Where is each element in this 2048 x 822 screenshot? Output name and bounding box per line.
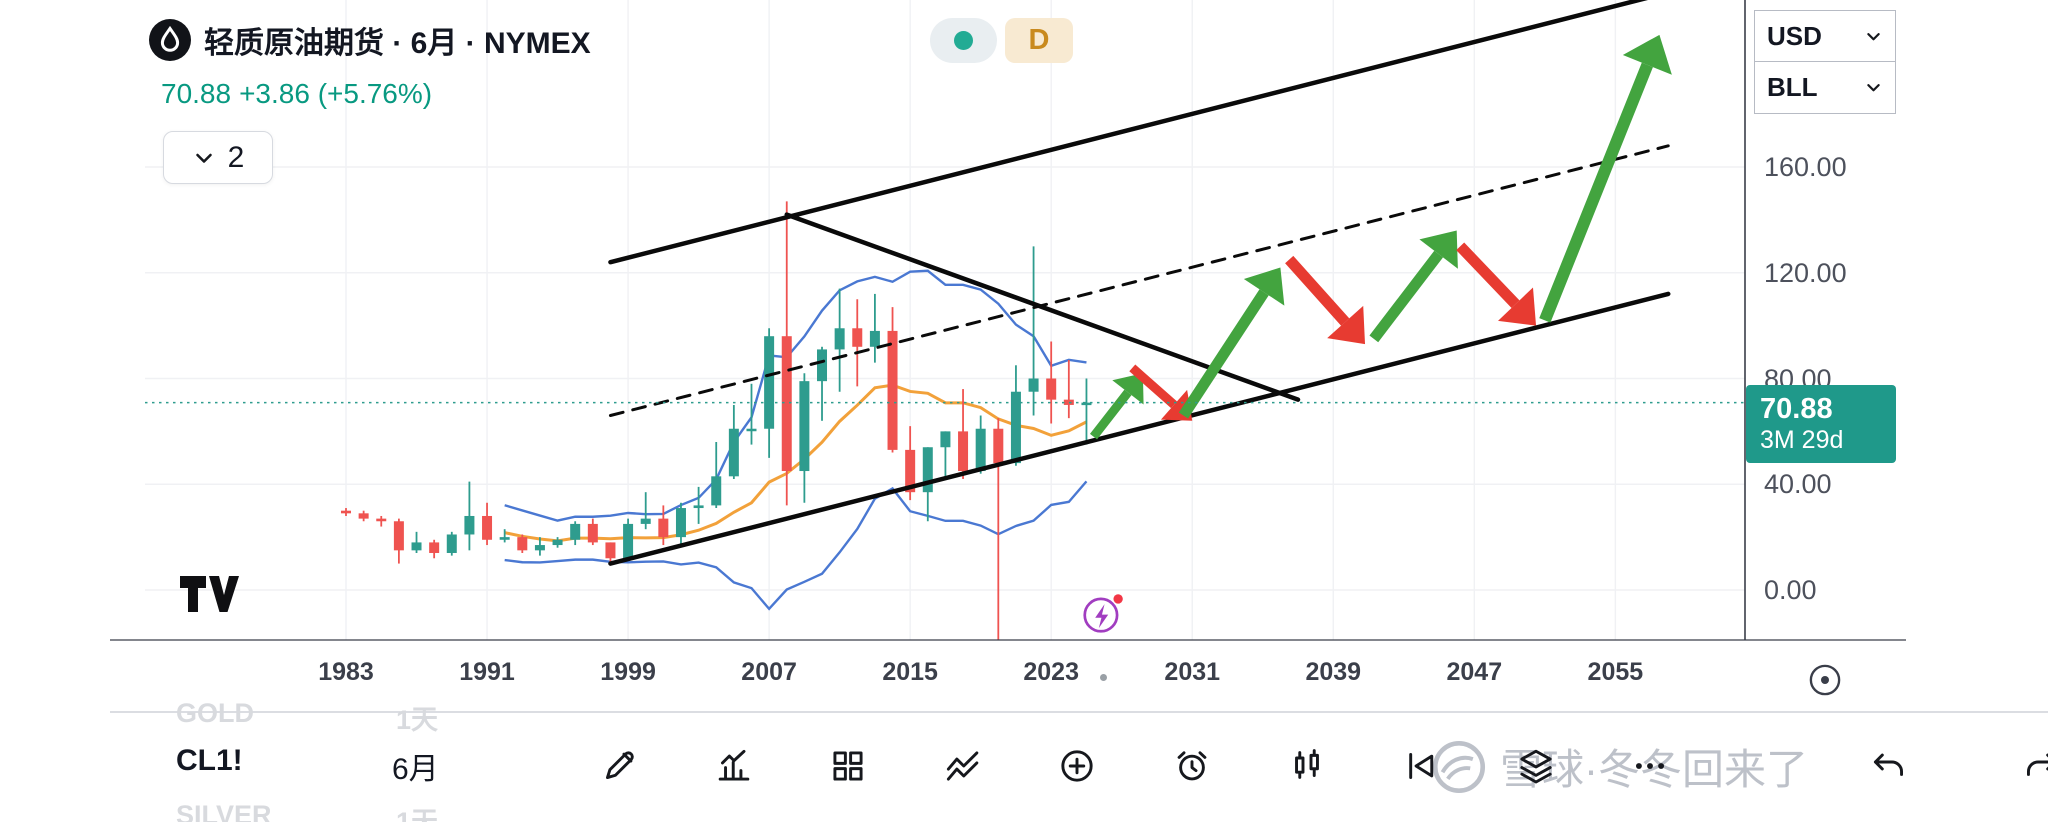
time-axis-label: 2047 [1446, 658, 1503, 686]
currency-dropdown[interactable]: USD [1754, 10, 1896, 62]
xueqiu-watermark: 雪球·冬冬回来了 [1430, 736, 1808, 797]
market-open-dot [954, 31, 973, 50]
time-axis-label: 2007 [741, 658, 797, 686]
trend-arrow-head [1327, 305, 1366, 345]
status-badge-group: D [930, 18, 1073, 63]
watchlist-symbol: GOLD [176, 698, 254, 728]
trend-arrow-head [1243, 267, 1285, 306]
time-axis-dot [1100, 674, 1107, 681]
time-axis-label: 1983 [318, 658, 374, 686]
trend-arrow[interactable] [1089, 389, 1132, 440]
toolbar-add-icon[interactable] [1049, 738, 1105, 794]
trend-arrow[interactable] [1129, 364, 1177, 409]
toolbar-indicators-icon[interactable] [706, 738, 762, 794]
ai-assistant-icon[interactable] [1079, 589, 1127, 637]
toolbar-undo-icon[interactable] [1860, 738, 1916, 794]
watchlist-interval: 1天 [395, 705, 438, 735]
tradingview-logo[interactable] [178, 574, 240, 614]
toolbar-draw-icon[interactable] [591, 738, 647, 794]
unit-dropdown[interactable]: BLL [1754, 62, 1896, 114]
unit-label: BLL [1767, 72, 1818, 102]
time-axis-label: 2039 [1305, 658, 1362, 686]
bollinger-lower-band [504, 480, 1088, 611]
currency-label: USD [1767, 20, 1822, 51]
toolbar-candles-icon[interactable] [1279, 738, 1335, 794]
trend-arrow-head [1419, 230, 1458, 269]
toolbar-redo-icon[interactable] [2014, 738, 2048, 794]
toolbar-interval-button[interactable]: 6月 [392, 753, 439, 786]
channel-lower-line[interactable] [608, 291, 1671, 566]
price-axis-label: 40.00 [1764, 469, 1832, 500]
axis-unit-panel: USD BLL [1754, 10, 1896, 114]
gridlines [145, 0, 1745, 640]
time-axis-label: 2055 [1587, 658, 1644, 686]
time-axis-label: 1991 [459, 658, 515, 686]
chevron-down-icon [195, 153, 212, 163]
price-readout: 70.88 +3.86 (+5.76%) [161, 78, 440, 110]
chevron-down-icon [1867, 84, 1880, 92]
axis-settings-icon[interactable] [1802, 657, 1848, 703]
bollinger-upper-band [504, 269, 1087, 522]
market-status-pill [930, 18, 997, 63]
time-axis-label: 2023 [1023, 658, 1079, 686]
price-axis-label: 120.00 [1764, 257, 1847, 288]
drawings-count: 2 [227, 140, 245, 174]
channel-midline[interactable] [608, 144, 1670, 418]
toolbar-grid-layout-icon[interactable] [820, 738, 876, 794]
watermark-text: 雪球·冬冬回来了 [1500, 746, 1808, 793]
price-change: +3.86 (+5.76%) [239, 78, 433, 109]
time-axis-label: 2031 [1164, 658, 1221, 686]
snowball-logo-icon [1432, 740, 1486, 793]
trend-arrow[interactable] [1285, 255, 1350, 326]
price-axis-label: 160.00 [1764, 152, 1847, 182]
trend-arrow[interactable] [1178, 289, 1269, 419]
current-price-badge: 70.88 3M 29d [1746, 385, 1896, 463]
channel-upper-line[interactable] [608, 0, 1668, 265]
watchlist-item-silver[interactable]: SILVER 1天 [176, 800, 438, 822]
toolbar-object-tree-icon[interactable] [1508, 738, 1564, 794]
trend-arrow[interactable] [1539, 62, 1653, 323]
badge-price: 70.88 [1760, 393, 1833, 426]
toolbar-symbol-button[interactable]: CL1! [176, 744, 243, 777]
badge-countdown: 3M 29d [1760, 426, 1844, 455]
chevron-down-icon [1867, 32, 1880, 40]
symbol-header[interactable]: 轻质原油期货 · 6月 · NYMEX [148, 18, 591, 62]
moving-average-line [504, 383, 1088, 543]
toolbar-more-options-icon[interactable] [1622, 738, 1678, 794]
crude-oil-logo-icon [149, 19, 191, 61]
interval-badge: D [1005, 18, 1073, 63]
last-price: 70.88 [161, 78, 232, 109]
toolbar-line-tools-icon[interactable] [935, 738, 991, 794]
toolbar-bar-replay-icon[interactable] [1393, 738, 1449, 794]
time-axis-label: 2015 [882, 658, 938, 686]
time-axis-label: 1999 [600, 658, 656, 686]
symbol-title: 轻质原油期货 · 6月 · NYMEX [204, 27, 591, 60]
candlestick-series [341, 201, 1092, 640]
watchlist-interval: 1天 [395, 807, 438, 822]
watchlist-symbol: SILVER [176, 800, 272, 822]
watchlist-item-gold[interactable]: GOLD 1天 [176, 698, 438, 737]
toolbar-alert-icon[interactable] [1164, 738, 1220, 794]
trend-arrow-head [1112, 373, 1144, 405]
trend-arrow-head [1622, 34, 1672, 75]
price-axis-label: 0.00 [1764, 575, 1817, 605]
trend-arrow-head [1498, 287, 1537, 326]
trend-arrow[interactable] [1456, 242, 1520, 308]
trend-arrow[interactable] [1369, 250, 1444, 343]
drawings-dropdown[interactable]: 2 [163, 131, 273, 184]
